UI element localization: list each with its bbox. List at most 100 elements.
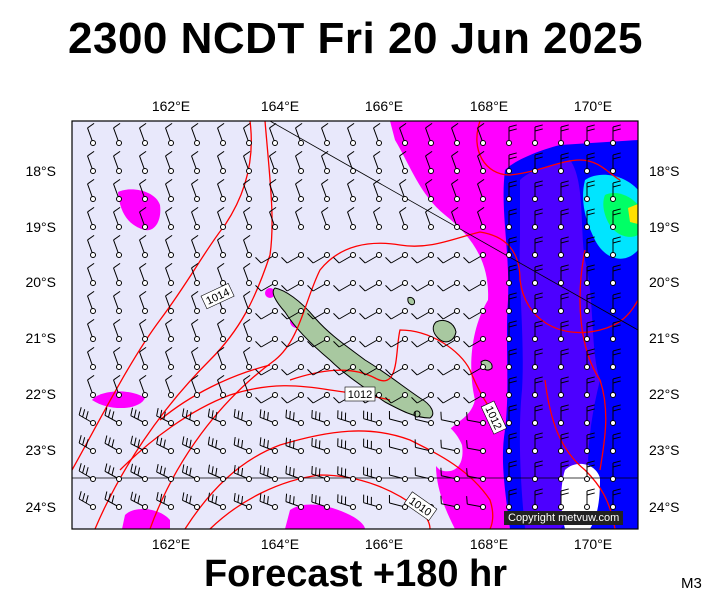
- wind-barb: [437, 252, 460, 264]
- wind-barb: [610, 180, 621, 202]
- wind-barb: [584, 432, 595, 454]
- wind-barb: [558, 404, 569, 426]
- wind-barb: [411, 336, 434, 348]
- wind-barb: [388, 467, 408, 482]
- lon-label-top-168: 168°E: [469, 98, 509, 114]
- isobar-label-1012-a: 1012: [344, 386, 376, 402]
- wind-barb: [87, 122, 96, 146]
- rain-cell-1: [118, 189, 161, 231]
- wind-barb: [337, 466, 356, 482]
- wind-barb: [584, 264, 595, 286]
- wind-barb: [87, 150, 96, 174]
- wind-barb: [385, 364, 408, 376]
- wind-barb: [259, 437, 278, 454]
- wind-barb: [165, 262, 174, 286]
- wind-barb: [363, 438, 382, 454]
- wind-barb: [532, 208, 543, 230]
- wind-barb: [451, 150, 460, 174]
- wind-barb: [217, 318, 226, 342]
- wind-barb: [191, 178, 200, 202]
- wind-barb: [532, 292, 543, 314]
- wind-barb: [113, 234, 122, 258]
- wind-barb: [610, 460, 621, 482]
- wind-barb: [558, 264, 569, 286]
- wind-barb: [255, 336, 278, 348]
- wind-barb: [333, 280, 356, 292]
- wind-barb: [463, 336, 486, 348]
- wind-barb: [466, 496, 486, 510]
- wind-barb: [506, 460, 517, 482]
- wind-barb: [385, 392, 408, 404]
- wind-barb: [217, 178, 226, 202]
- wind-barb: [388, 439, 408, 454]
- wind-barb: [425, 178, 434, 202]
- wind-barb: [373, 178, 382, 202]
- wind-barb: [217, 262, 226, 286]
- lat-label-left-21: 21°S: [25, 330, 56, 346]
- wind-barb: [411, 308, 434, 320]
- wind-barb: [87, 374, 96, 398]
- wind-barb: [610, 488, 621, 510]
- wind-barb: [181, 492, 200, 510]
- wind-barb: [243, 234, 252, 258]
- wind-barb: [139, 178, 148, 202]
- wind-barb: [104, 435, 122, 454]
- wind-barb: [584, 236, 595, 258]
- wind-barb: [584, 376, 595, 398]
- wind-barb: [269, 122, 278, 146]
- wind-barb: [347, 150, 356, 174]
- rain-cell-5: [265, 288, 275, 298]
- wind-barb: [191, 234, 200, 258]
- wind-barb: [506, 292, 517, 314]
- wind-barb: [437, 392, 460, 404]
- wind-barb: [285, 465, 304, 482]
- wind-barb: [139, 206, 148, 230]
- wind-barb: [87, 262, 96, 286]
- wind-barb: [78, 463, 96, 482]
- wind-barb: [191, 206, 200, 230]
- isobar-2: [94, 121, 273, 529]
- wind-barb: [584, 488, 595, 510]
- wind-barb: [191, 318, 200, 342]
- wind-barb: [373, 150, 382, 174]
- wind-barb: [321, 150, 330, 174]
- wind-barb: [373, 206, 382, 230]
- wind-barb: [463, 308, 486, 320]
- wind-barb: [477, 150, 486, 174]
- wind-barb: [558, 488, 569, 510]
- wind-barb: [463, 280, 486, 292]
- wind-barb: [463, 364, 486, 376]
- wind-barb: [321, 178, 330, 202]
- wind-barb: [610, 208, 621, 230]
- wind-barb: [532, 460, 543, 482]
- wind-barb: [255, 392, 278, 404]
- wind-barb: [295, 122, 304, 146]
- rain-shading: [92, 121, 638, 529]
- lat-label-right-23: 23°S: [649, 442, 680, 458]
- wind-barb: [156, 436, 174, 454]
- wind-barb: [584, 460, 595, 482]
- wind-barb: [321, 122, 330, 146]
- wind-barb: [451, 178, 460, 202]
- wind-barb: [181, 464, 200, 482]
- wind-barb: [311, 493, 330, 510]
- wind-barb: [466, 412, 486, 426]
- wind-barb: [87, 206, 96, 230]
- wind-barb: [558, 320, 569, 342]
- wind-barb: [411, 252, 434, 264]
- wind-barb: [363, 466, 382, 482]
- rain-cell-3: [285, 504, 365, 529]
- wind-barb: [451, 122, 460, 146]
- wind-barb: [411, 364, 434, 376]
- wind-barb: [532, 404, 543, 426]
- wind-barb: [437, 308, 460, 320]
- wind-barb: [466, 440, 486, 454]
- wind-barb: [477, 122, 486, 146]
- wind-barb: [281, 252, 304, 264]
- wind-barb: [506, 152, 517, 174]
- wind-barb: [243, 206, 252, 230]
- lat-label-right-24: 24°S: [649, 499, 680, 515]
- wind-barb: [113, 178, 122, 202]
- wind-barb: [130, 463, 148, 482]
